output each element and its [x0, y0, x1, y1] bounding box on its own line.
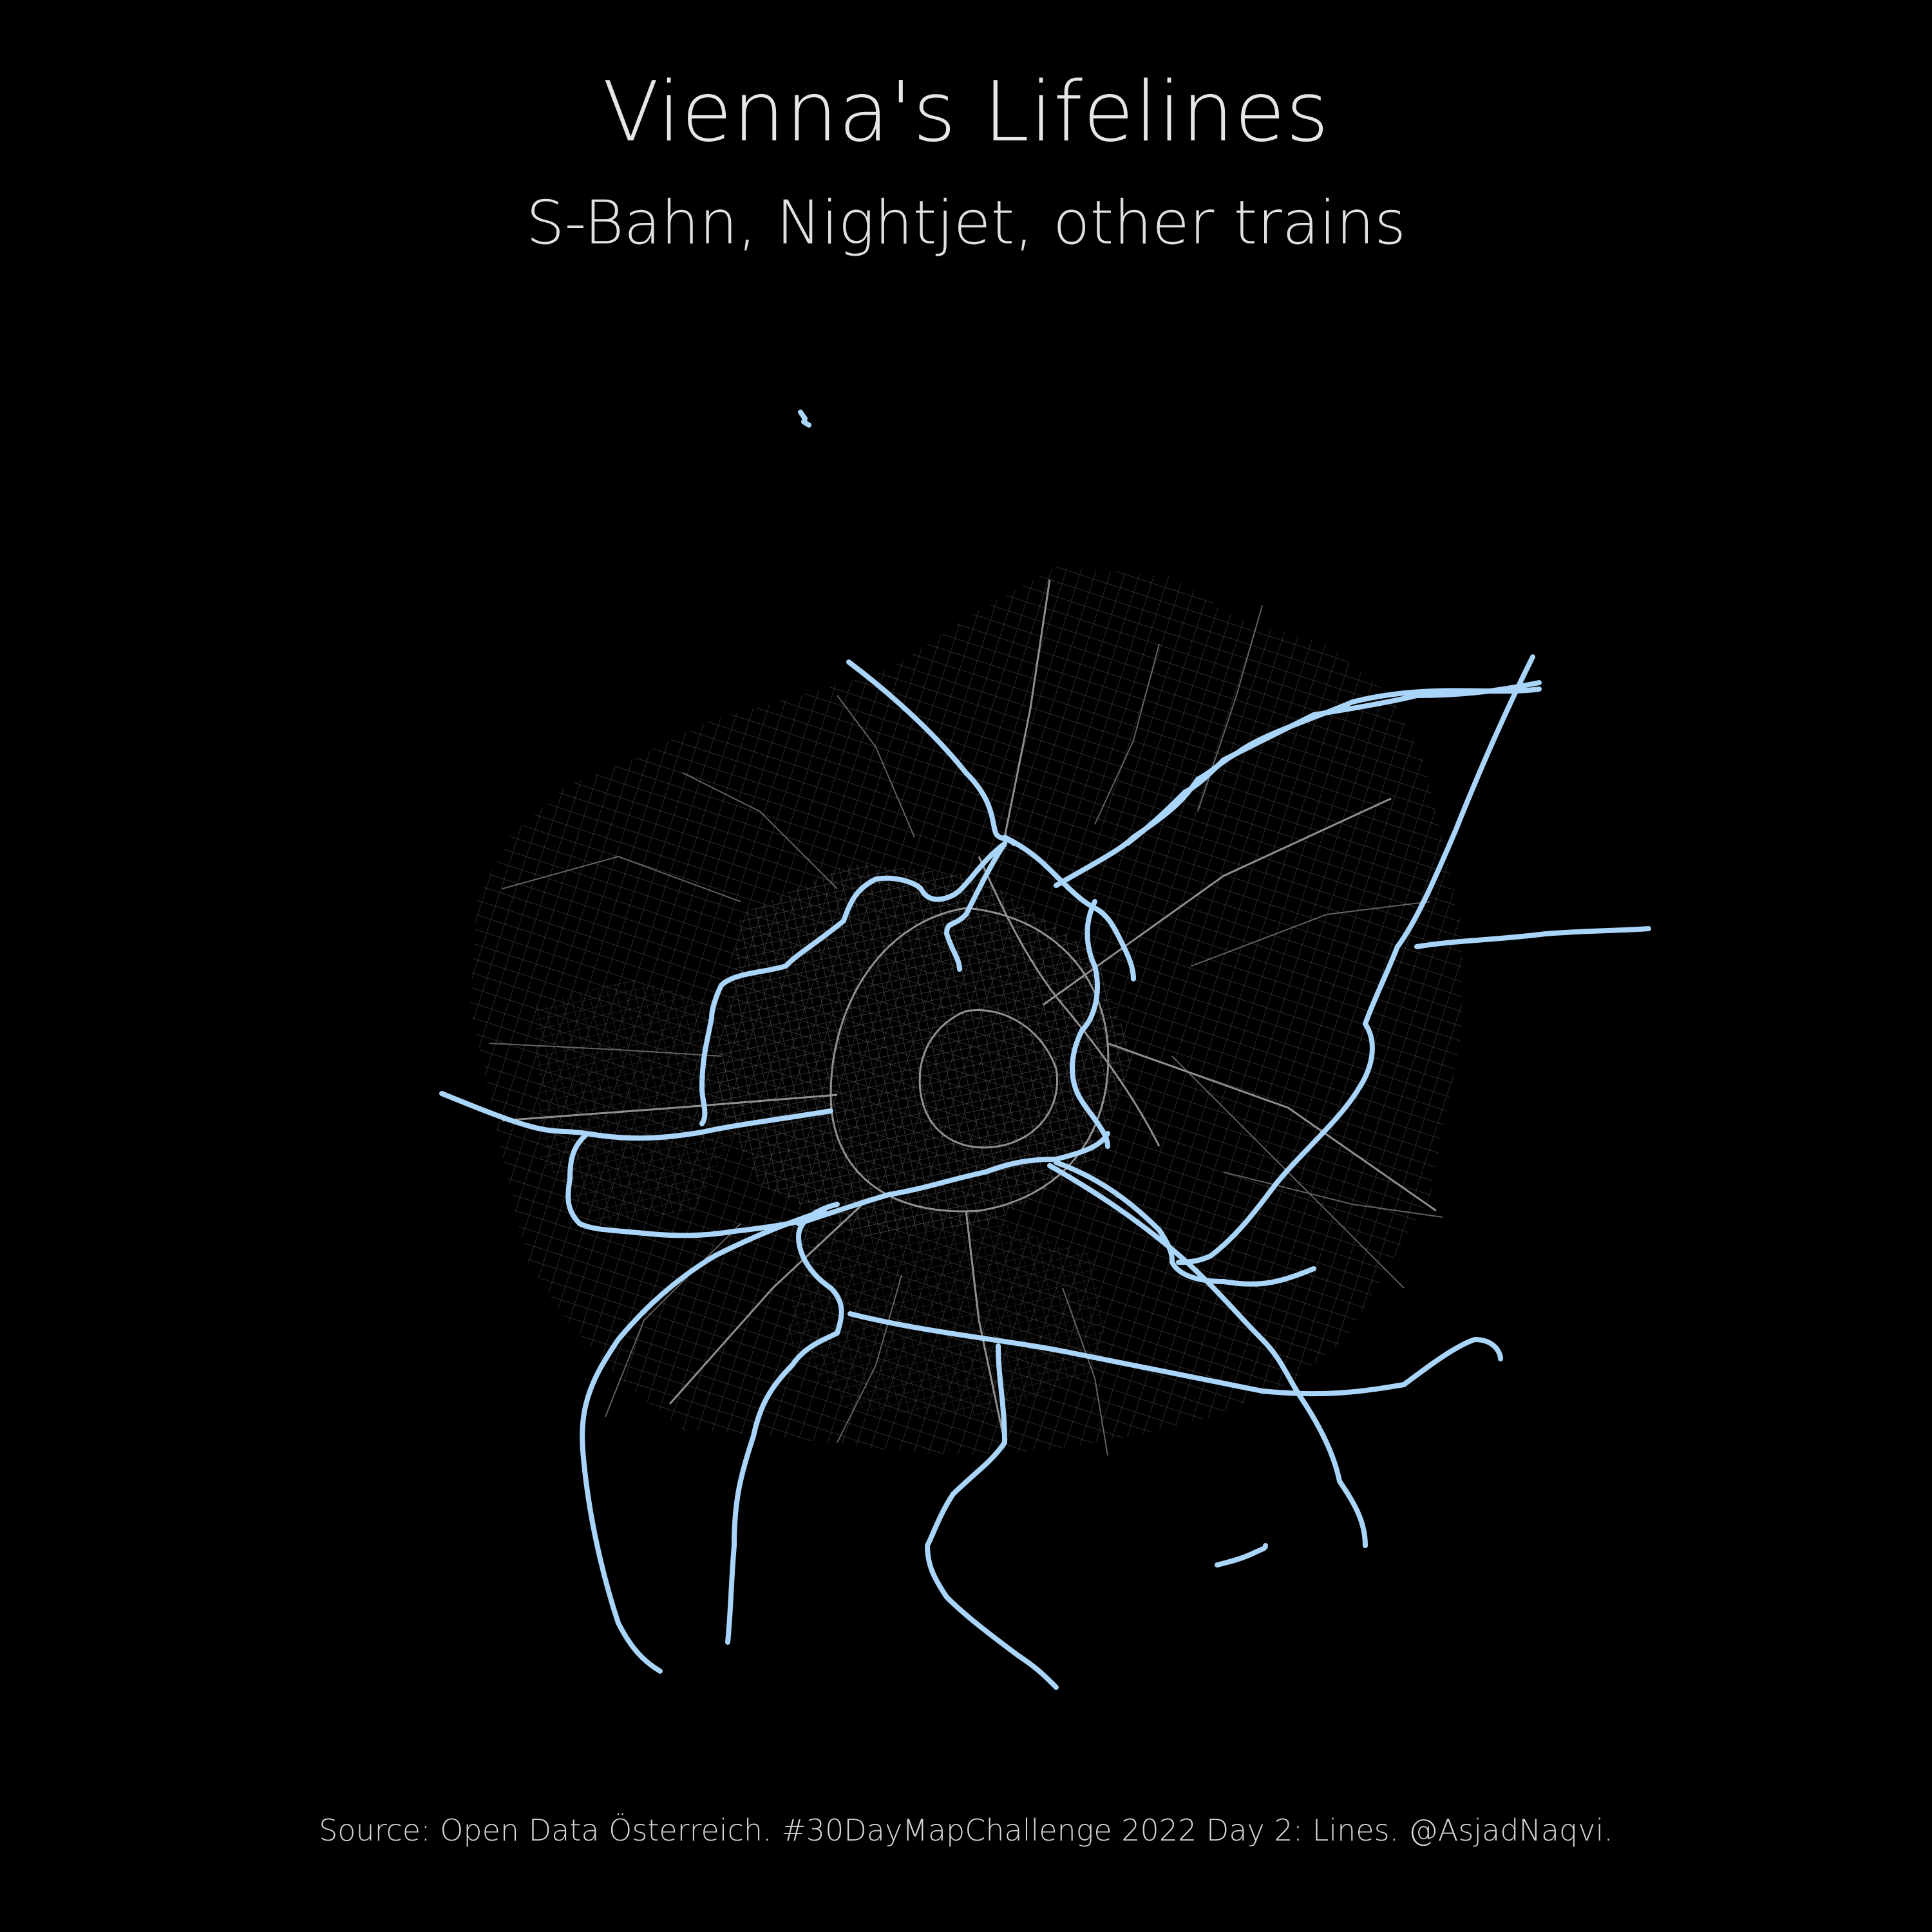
- rail-line-west-arc: [699, 841, 1007, 1126]
- rail-line-ostbahn: [1054, 1160, 1316, 1287]
- rail-line-north-central: [1002, 835, 1136, 981]
- street-sw-a: [605, 1223, 741, 1417]
- street-east-a: [1191, 901, 1430, 967]
- arterial-sw: [668, 1197, 871, 1405]
- rail-line-southbahn-west: [580, 1208, 827, 1674]
- ringstrasse: [918, 1009, 1058, 1149]
- street-east-b: [1171, 1056, 1405, 1289]
- rail-line-northwest: [846, 659, 1017, 846]
- rail-line-south-a: [725, 1202, 844, 1645]
- danube-canal: [978, 856, 1160, 1147]
- rail-line-south-trunk: [1047, 1163, 1368, 1548]
- rail-line-northeast-3: [1124, 680, 1542, 846]
- street-nw-b: [837, 695, 915, 838]
- rail-line-east: [1414, 926, 1651, 949]
- rail-line-south-b: [925, 1343, 1059, 1690]
- street-west-a: [502, 855, 741, 902]
- rail-line-south-east: [848, 1311, 1503, 1397]
- arterial-ne: [1043, 797, 1392, 1006]
- rail-line-westbahn: [439, 1091, 833, 1141]
- rail-lines: [439, 410, 1651, 1690]
- street-south-a: [1062, 1287, 1108, 1456]
- map-caption: Source: Open Data Österreich. #30DayMapC…: [319, 1813, 1613, 1848]
- street-east-c: [1223, 1171, 1443, 1218]
- rail-line-north-stub: [798, 410, 811, 428]
- street-south-b: [837, 1274, 902, 1443]
- arterial-e: [1107, 1042, 1437, 1212]
- arterial-n: [1003, 579, 1051, 838]
- street-fabric-west: [535, 979, 741, 1224]
- arterial-w: [502, 1094, 838, 1122]
- arterial-s: [965, 1210, 1006, 1443]
- street-north-a: [1094, 643, 1160, 825]
- street-west-b: [489, 1043, 722, 1057]
- rail-line-main-trunk: [796, 1131, 1110, 1226]
- rail-line-east-north: [1176, 654, 1535, 1265]
- map-subtitle: S-Bahn, Nightjet, other trains: [526, 188, 1406, 258]
- street-fabric-south: [786, 1211, 1108, 1417]
- street-nw-a: [682, 772, 838, 889]
- rail-line-short-south: [1215, 1543, 1268, 1567]
- rail-line-north-loop: [944, 841, 1007, 972]
- guertel: [829, 907, 1110, 1213]
- rail-line-west-loop: [565, 1132, 820, 1238]
- rail-line-northeast-2: [1070, 899, 1110, 1149]
- map-title: Vienna's Lifelines: [602, 64, 1330, 160]
